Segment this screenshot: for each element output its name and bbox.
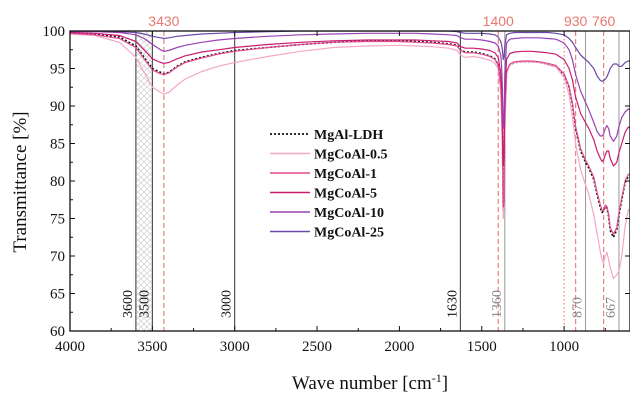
x-tick-label: 2500 [302, 339, 332, 355]
legend-label: MgAl-LDH [314, 128, 383, 143]
series-line-mgcoal-25 [70, 31, 630, 82]
y-tick-label: 85 [50, 137, 65, 153]
peak-label-930: 930 [564, 13, 588, 29]
legend-label: MgCoAl-0.5 [314, 148, 388, 163]
x-tick-label: 3000 [220, 339, 250, 355]
band-label-667: 667 [604, 297, 619, 318]
reference-labels: 3600 3500 3000 1630 1360 870 667 3430 1400 930 760 [121, 13, 619, 318]
series-line-mgcoal-10 [70, 31, 630, 142]
legend-box [262, 123, 418, 246]
series-line-mgcoal-0-5 [70, 33, 630, 280]
band-label-1360: 1360 [490, 290, 505, 318]
band-label-1630: 1630 [445, 290, 460, 318]
x-tick-label: 4000 [55, 339, 85, 355]
legend-label: MgCoAl-10 [314, 206, 384, 221]
legend: MgAl-LDH MgCoAl-0.5 MgCoAl-1 MgCoAl-5 MgCoAl… [270, 128, 388, 241]
peak-label-760: 760 [592, 13, 616, 29]
x-tick-label: 1000 [549, 339, 579, 355]
y-tick-label: 90 [50, 99, 65, 115]
legend-label: MgCoAl-1 [314, 167, 377, 182]
shaded-region [135, 31, 153, 331]
axis-ticks: 4000350030002500200015001000500606570758… [43, 24, 630, 355]
y-tick-label: 100 [43, 24, 66, 40]
y-tick-label: 95 [50, 62, 65, 78]
series-group [70, 31, 630, 280]
x-tick-label: 3500 [137, 339, 167, 355]
x-tick-label: 1500 [467, 339, 497, 355]
legend-label: MgCoAl-25 [314, 226, 384, 241]
peak-label-3430: 3430 [148, 13, 179, 29]
peak-label-1400: 1400 [483, 13, 514, 29]
series-line-mgcoal-1 [70, 32, 630, 235]
y-tick-label: 80 [50, 174, 65, 190]
y-tick-label: 60 [50, 324, 65, 340]
y-axis-title: Transmittance [%] [10, 111, 31, 252]
legend-label: MgCoAl-5 [314, 187, 377, 202]
band-label-870: 870 [571, 297, 586, 318]
x-tick-label: 2000 [384, 339, 414, 355]
y-tick-label: 70 [50, 249, 65, 265]
y-tick-label: 75 [50, 212, 65, 228]
series-line-mgcoal-5 [70, 31, 630, 167]
band-label-3000: 3000 [220, 290, 235, 318]
y-tick-label: 65 [50, 287, 65, 303]
band-label-3500: 3500 [137, 290, 152, 318]
x-axis-title: Wave number [cm-1] [292, 371, 448, 394]
band-label-3600: 3600 [121, 290, 136, 318]
